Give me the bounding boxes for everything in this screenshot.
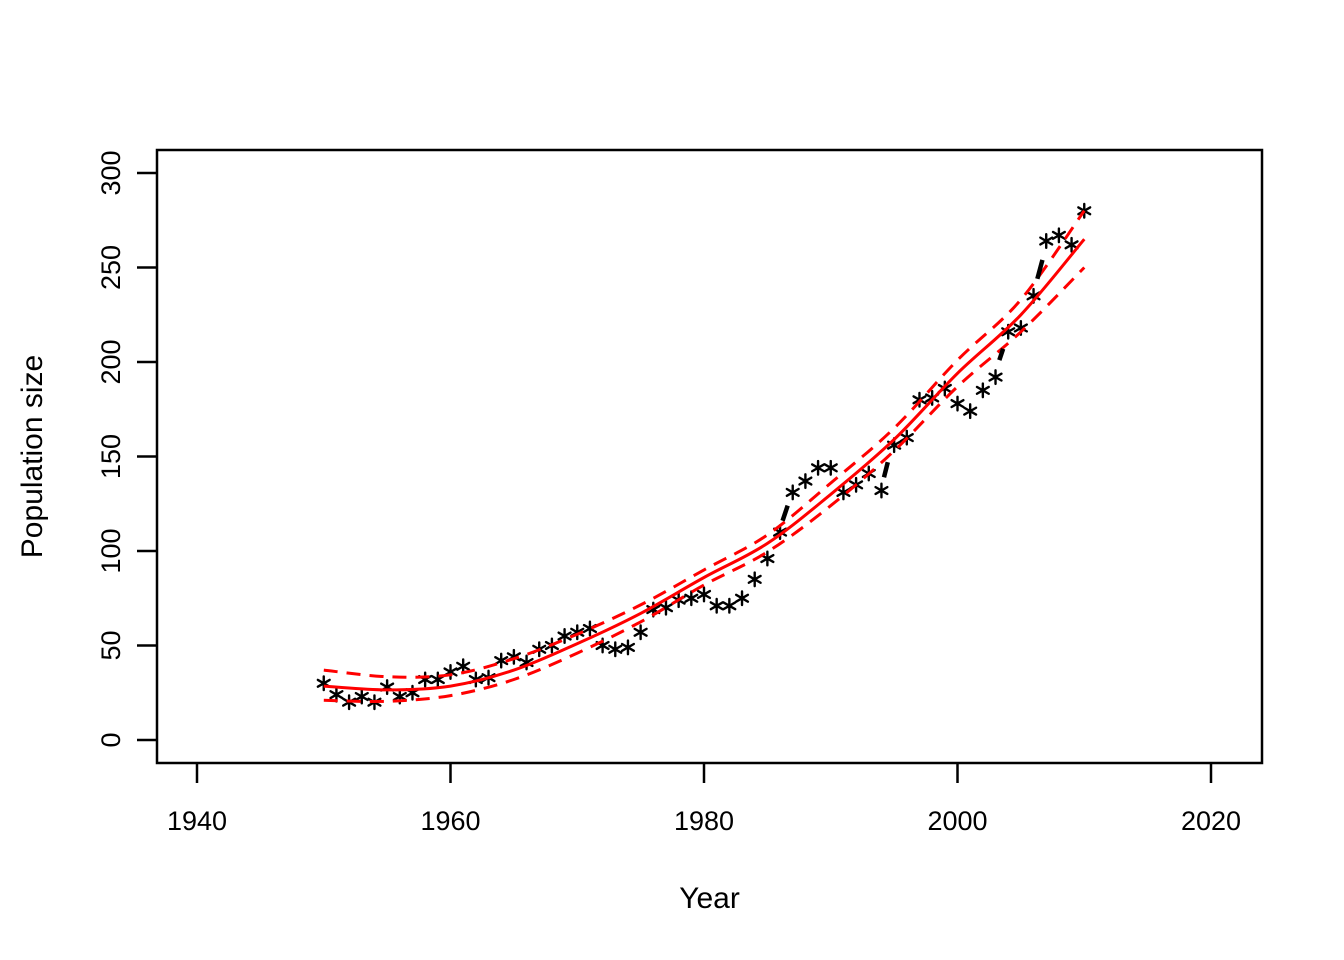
fitted-curve	[323, 238, 1086, 692]
data-point-asterisk	[810, 459, 826, 476]
black-dashed-curve-segment	[881, 461, 890, 478]
x-axis-tick-label: 1980	[674, 806, 734, 836]
data-point-asterisk	[975, 382, 990, 399]
data-point-asterisk	[418, 671, 433, 688]
x-axis-tick-label: 1940	[167, 806, 227, 836]
data-point-asterisk	[760, 550, 775, 567]
plot-generated-layer: 1940 1960 1980 2000 2020 0 50 100 150 200 250 300	[96, 148, 1264, 836]
data-point-asterisk	[1064, 236, 1079, 253]
y-axis-tick-label: 150	[96, 434, 126, 479]
y-axis-tick-label: 50	[96, 630, 126, 660]
data-point-asterisk	[798, 473, 813, 490]
y-axis-tick-label: 100	[96, 528, 126, 573]
data-point-asterisk	[1051, 227, 1066, 244]
data-point-asterisk	[963, 403, 978, 420]
y-axis-title: Population size	[16, 355, 49, 558]
x-axis-title: Year	[679, 882, 740, 915]
data-point-asterisk	[329, 686, 344, 703]
data-point-asterisk	[684, 590, 699, 607]
data-point-asterisk	[633, 624, 648, 641]
data-point-asterisk	[620, 639, 636, 656]
data-point-asterisk	[557, 628, 572, 645]
data-point-asterisk	[734, 590, 750, 607]
black-dashed-curve-segment	[780, 504, 790, 522]
plot-box	[155, 148, 1264, 765]
data-point-asterisk	[836, 484, 851, 501]
data-point-asterisk	[747, 571, 762, 588]
confidence-band-lower	[323, 266, 1086, 703]
black-dashed-curve-segment	[997, 348, 1006, 361]
data-point-asterisk	[709, 597, 724, 614]
y-axis-tick-label: 200	[96, 339, 126, 384]
x-axis-tick-label: 2000	[927, 806, 987, 836]
data-point-asterisk	[316, 675, 331, 692]
data-point-asterisk	[696, 586, 712, 603]
x-axis-tick-label: 1960	[420, 806, 480, 836]
y-axis-tick-label: 300	[96, 150, 126, 195]
y-axis-tick-label: 250	[96, 245, 126, 290]
data-point-asterisk	[722, 597, 737, 614]
data-point-asterisk	[608, 641, 623, 658]
data-point-asterisk	[988, 369, 1003, 386]
data-point-asterisk	[785, 484, 800, 501]
data-point-asterisk	[494, 652, 509, 669]
y-axis-tick-label: 0	[96, 732, 126, 747]
data-point-asterisk	[823, 459, 838, 476]
data-point-asterisk	[874, 482, 889, 499]
data-point-asterisk	[380, 679, 395, 696]
data-point-asterisk	[456, 658, 471, 675]
confidence-band-upper	[323, 209, 1086, 679]
data-point-asterisk	[950, 395, 965, 412]
x-axis-tick-label: 2020	[1181, 806, 1241, 836]
black-dashed-curve-segment	[1035, 259, 1045, 280]
data-point-asterisk	[354, 688, 369, 705]
data-point-asterisk	[1039, 233, 1054, 250]
